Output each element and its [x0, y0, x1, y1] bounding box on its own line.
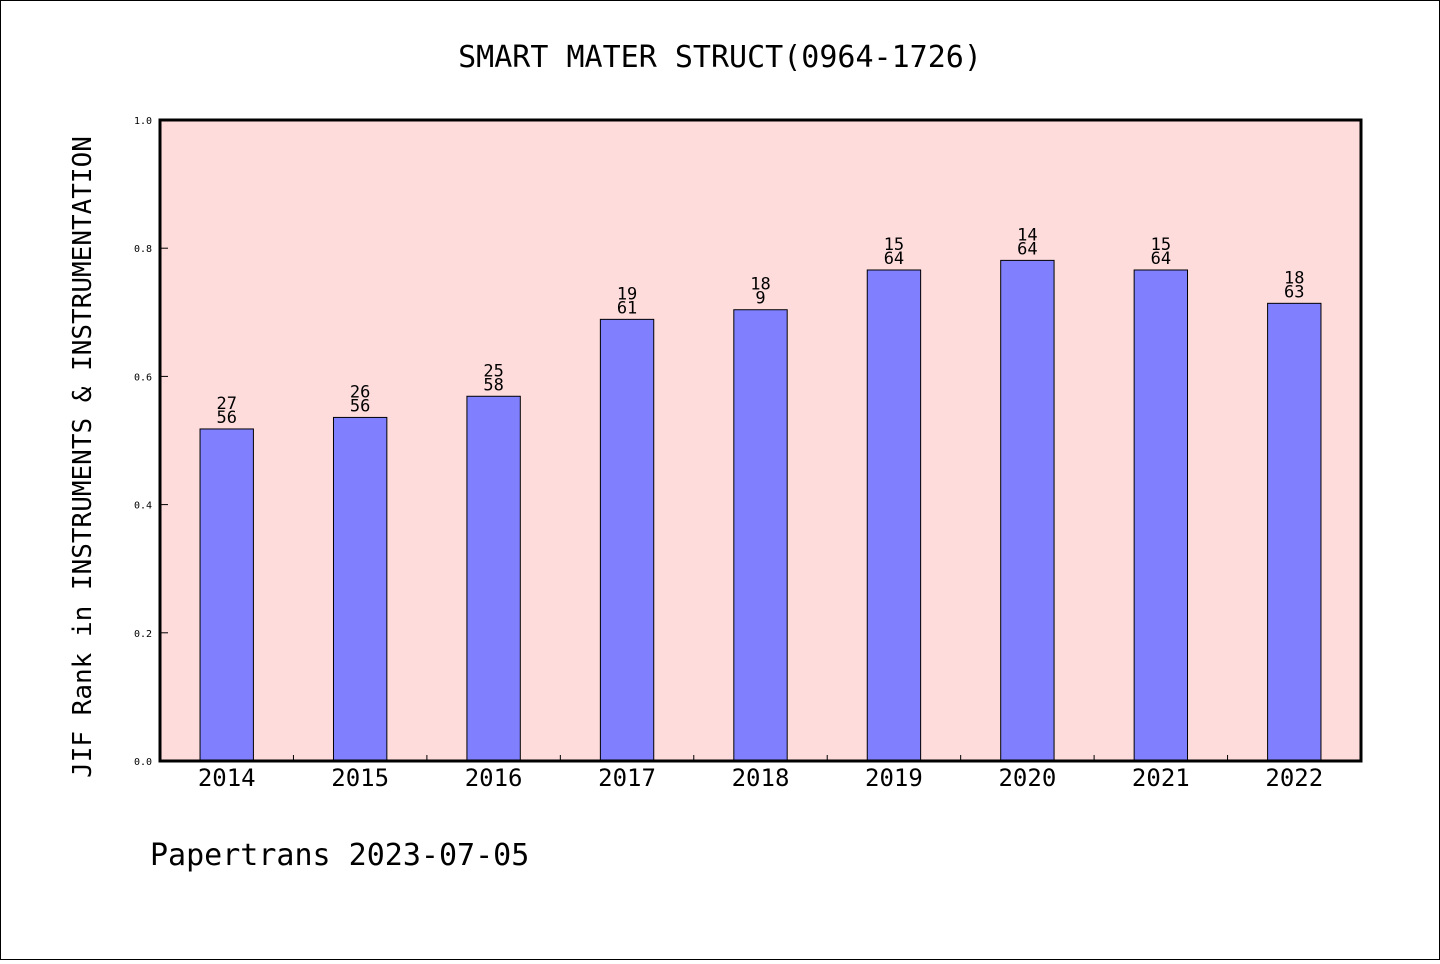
x-tick-label: 2017	[598, 764, 656, 792]
bar-label-rank: 27	[216, 394, 236, 414]
bar-2017	[599, 318, 655, 762]
bar-2019	[866, 269, 922, 762]
bars	[199, 259, 1322, 762]
y-axis-label: JIF Rank in INSTRUMENTS & INSTRUMENTATIO…	[68, 136, 98, 778]
x-tick-label: 2014	[198, 764, 256, 792]
bar-label-total: 58	[483, 375, 503, 395]
bar-label-rank: 25	[483, 361, 503, 381]
bar-label-total: 64	[1151, 249, 1171, 269]
bar-2021	[1133, 269, 1189, 762]
bar-2018	[733, 309, 788, 762]
bar-label-rank: 26	[350, 382, 370, 402]
bar-label-total: 64	[884, 249, 904, 269]
bar-label-total: 61	[617, 298, 637, 318]
y-tick-label: 0.0	[134, 757, 152, 768]
x-tick-label: 2022	[1265, 764, 1323, 792]
chart-title: SMART MATER STRUCT(0964-1726)	[458, 40, 982, 75]
y-tick-label: 1.0	[134, 116, 152, 127]
x-tick-label: 2019	[865, 764, 923, 792]
bar-label-rank: 14	[1017, 225, 1037, 245]
y-tick-label: 0.2	[134, 629, 152, 640]
footer-text: Papertrans 2023-07-05	[150, 838, 529, 873]
bar-label-rank: 15	[1151, 235, 1171, 255]
bar-label-total: 56	[216, 408, 236, 428]
bar-label-total: 56	[350, 396, 370, 416]
y-tick-label: 0.6	[134, 372, 152, 383]
bar-label-rank: 18	[1284, 268, 1304, 288]
y-tick-label: 0.4	[134, 501, 152, 512]
x-tick-label: 2018	[732, 764, 790, 792]
x-tick-label: 2016	[465, 764, 523, 792]
x-tick-label: 2020	[998, 764, 1056, 792]
bar-label-rank: 15	[884, 235, 904, 255]
x-tick-label: 2021	[1132, 764, 1190, 792]
bar-2022	[1267, 302, 1322, 762]
y-tick-label: 0.8	[134, 244, 152, 255]
bar-label-rank: 18	[750, 275, 770, 295]
x-axis-ticks: 2014 2015 2016 2017 2018 2019 2020 2021 2022	[198, 755, 1323, 792]
bar-2015	[332, 416, 388, 762]
x-tick-label: 2015	[331, 764, 389, 792]
bar-label-total: 64	[1017, 239, 1037, 259]
bar-label-rank: 19	[617, 284, 637, 304]
bar-2014	[199, 428, 254, 762]
bar-2016	[466, 395, 521, 762]
bar-label-total: 9	[755, 289, 765, 309]
bar-label-total: 63	[1284, 282, 1304, 302]
bar-2020	[1000, 259, 1055, 762]
plot-border	[158, 118, 1363, 763]
